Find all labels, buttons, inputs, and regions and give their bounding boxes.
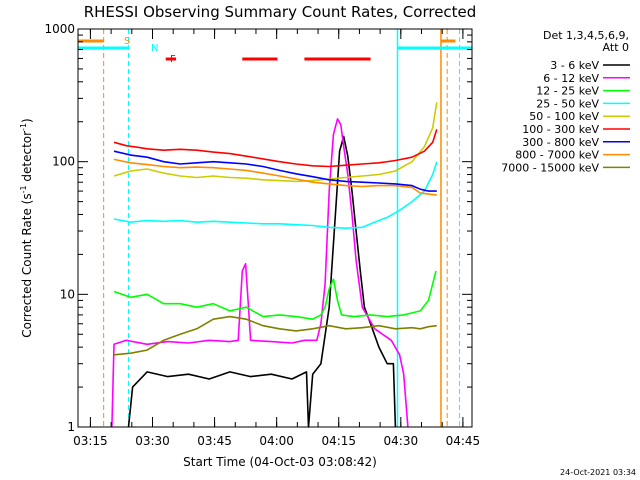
x-tick-label: 03:15 [73,434,108,448]
series-line-4 [113,102,438,183]
series-line-2 [113,270,437,320]
legend-header-detectors: Det 1,3,4,5,6,9, [543,29,629,42]
series-line-1 [111,118,409,428]
legend-label: 7000 - 15000 keV [501,161,599,174]
legend-label: 100 - 300 keV [522,123,599,136]
legend-header-attenuator: Att 0 [603,41,629,54]
legend-label: 25 - 50 keV [536,97,599,110]
x-tick-label: 04:45 [446,434,481,448]
y-tick-label: 100 [52,155,75,169]
legend-label: 300 - 800 keV [522,136,599,149]
x-tick-label: 04:00 [259,434,294,448]
night-label: N [151,43,158,54]
y-tick-label: 1000 [44,22,75,36]
x-tick-label: 03:30 [135,434,170,448]
legend-label: 800 - 7000 keV [515,149,599,162]
x-axis-label: Start Time (04-Oct-03 03:08:42) [183,455,377,469]
series-line-3 [113,161,438,229]
x-tick-label: 03:45 [197,434,232,448]
series-line-5 [113,129,438,168]
legend-label: 50 - 100 keV [529,110,599,123]
y-axis-label: Corrected Count Rate (s-1 detector-1) [19,118,34,337]
series-layer [111,102,438,428]
series-line-8 [113,315,437,356]
legend-label: 12 - 25 keV [536,85,599,98]
y-tick-label: 1 [67,420,75,434]
chart-title: RHESSI Observing Summary Count Rates, Co… [84,3,477,21]
x-tick-label: 04:15 [321,434,356,448]
plot-frame [77,28,473,428]
x-axis: 03:15 03:30 03:45 04:00 04:15 04:30 04:45 [73,29,480,448]
series-line-6 [113,150,437,192]
y-axis: 1 10 100 1000 [44,22,472,434]
x-tick-label: 04:30 [384,434,419,448]
legend-label: 3 - 6 keV [550,59,599,72]
legend-label: 6 - 12 keV [543,72,599,85]
saa-label: S [124,36,130,47]
generation-timestamp: 24-Oct-2021 03:34 [560,468,636,477]
observing-annotations: S N F [78,29,472,427]
series-line-7 [113,158,437,196]
flare-label: F [170,54,176,65]
y-tick-label: 10 [60,287,75,301]
